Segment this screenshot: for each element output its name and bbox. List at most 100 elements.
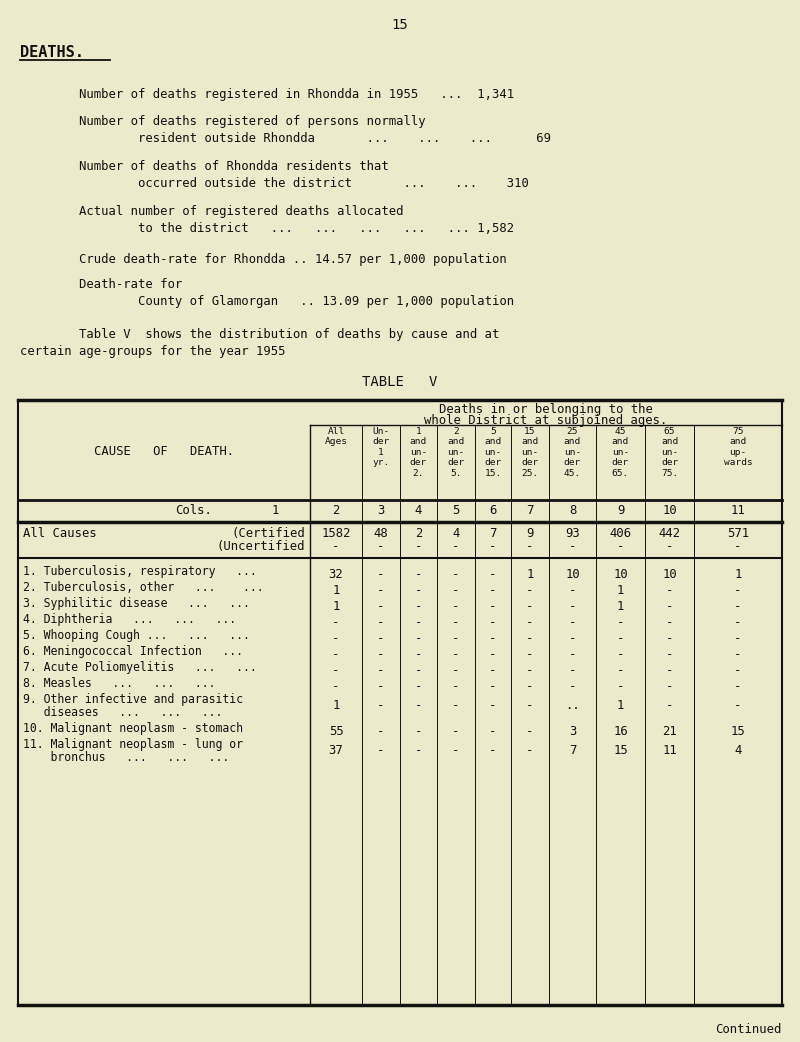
- Text: -: -: [666, 648, 673, 661]
- Text: All Causes: All Causes: [23, 527, 97, 540]
- Text: -: -: [569, 540, 576, 553]
- Text: -: -: [452, 680, 460, 693]
- Text: 406: 406: [610, 527, 631, 540]
- Text: County of Glamorgan   .. 13.09 per 1,000 population: County of Glamorgan .. 13.09 per 1,000 p…: [20, 295, 514, 308]
- Text: 21: 21: [662, 725, 677, 738]
- Text: 1582: 1582: [322, 527, 350, 540]
- Text: -: -: [666, 664, 673, 677]
- Text: -: -: [526, 632, 534, 645]
- Text: All
Ages: All Ages: [325, 427, 347, 446]
- Text: -: -: [378, 680, 385, 693]
- Text: -: -: [490, 725, 497, 738]
- Text: 1
and
un-
der
2.: 1 and un- der 2.: [410, 427, 427, 477]
- Text: 8. Measles   ...   ...   ...: 8. Measles ... ... ...: [23, 677, 215, 690]
- Text: 10: 10: [613, 568, 628, 581]
- Text: -: -: [332, 664, 340, 677]
- Text: -: -: [490, 600, 497, 613]
- Text: -: -: [490, 744, 497, 756]
- Text: -: -: [734, 600, 742, 613]
- Text: occurred outside the district       ...    ...    310: occurred outside the district ... ... 31…: [20, 177, 529, 190]
- Text: -: -: [526, 680, 534, 693]
- Text: (Uncertified: (Uncertified: [217, 540, 305, 553]
- Text: 2: 2: [332, 504, 340, 517]
- Text: 9. Other infective and parasitic: 9. Other infective and parasitic: [23, 693, 243, 706]
- Text: -: -: [452, 600, 460, 613]
- Text: -: -: [378, 616, 385, 629]
- Text: 8: 8: [569, 504, 576, 517]
- Text: 442: 442: [658, 527, 681, 540]
- Text: 10: 10: [662, 568, 677, 581]
- Text: -: -: [332, 616, 340, 629]
- Text: -: -: [569, 648, 576, 661]
- Text: -: -: [734, 680, 742, 693]
- Text: 11. Malignant neoplasm - lung or: 11. Malignant neoplasm - lung or: [23, 738, 243, 751]
- Text: 1: 1: [734, 568, 742, 581]
- Text: -: -: [452, 725, 460, 738]
- Text: -: -: [415, 600, 422, 613]
- Text: -: -: [734, 664, 742, 677]
- Text: 1: 1: [332, 584, 340, 597]
- Text: -: -: [490, 540, 497, 553]
- Text: 1: 1: [332, 699, 340, 712]
- Text: -: -: [415, 584, 422, 597]
- Text: 4: 4: [415, 504, 422, 517]
- Text: -: -: [452, 568, 460, 581]
- Text: -: -: [490, 568, 497, 581]
- Text: 1: 1: [617, 584, 624, 597]
- Text: 15
and
un-
der
25.: 15 and un- der 25.: [522, 427, 538, 477]
- Text: -: -: [452, 616, 460, 629]
- Text: -: -: [452, 540, 460, 553]
- Text: 1: 1: [526, 568, 534, 581]
- Text: Continued: Continued: [716, 1023, 782, 1036]
- Text: -: -: [378, 568, 385, 581]
- Text: -: -: [415, 744, 422, 756]
- Text: Actual number of registered deaths allocated: Actual number of registered deaths alloc…: [20, 205, 403, 218]
- Text: -: -: [378, 648, 385, 661]
- Text: -: -: [490, 616, 497, 629]
- Text: -: -: [569, 664, 576, 677]
- Text: -: -: [332, 680, 340, 693]
- Text: 6. Meningococcal Infection   ...: 6. Meningococcal Infection ...: [23, 645, 243, 658]
- Text: -: -: [490, 664, 497, 677]
- Text: 7: 7: [490, 527, 497, 540]
- Text: -: -: [415, 616, 422, 629]
- Text: 1: 1: [617, 600, 624, 613]
- Text: 5: 5: [452, 504, 460, 517]
- Text: -: -: [526, 744, 534, 756]
- Text: 11: 11: [730, 504, 746, 517]
- Text: -: -: [666, 600, 673, 613]
- Text: 5. Whooping Cough ...   ...   ...: 5. Whooping Cough ... ... ...: [23, 629, 250, 642]
- Text: resident outside Rhondda       ...    ...    ...      69: resident outside Rhondda ... ... ... 69: [20, 132, 551, 145]
- Text: DEATHS.: DEATHS.: [20, 45, 84, 60]
- Text: 1: 1: [617, 699, 624, 712]
- Text: -: -: [569, 600, 576, 613]
- Text: -: -: [378, 744, 385, 756]
- Text: -: -: [734, 616, 742, 629]
- Text: -: -: [617, 680, 624, 693]
- Text: -: -: [415, 648, 422, 661]
- Text: -: -: [415, 725, 422, 738]
- Text: -: -: [734, 699, 742, 712]
- Text: -: -: [617, 540, 624, 553]
- Text: -: -: [415, 699, 422, 712]
- Text: -: -: [569, 632, 576, 645]
- Text: -: -: [666, 699, 673, 712]
- Text: Death-rate for: Death-rate for: [20, 278, 182, 291]
- Text: -: -: [415, 632, 422, 645]
- Text: -: -: [332, 540, 340, 553]
- Text: -: -: [666, 616, 673, 629]
- Text: 2: 2: [415, 527, 422, 540]
- Text: -: -: [734, 584, 742, 597]
- Text: 2
and
un-
der
5.: 2 and un- der 5.: [447, 427, 465, 477]
- Text: 10. Malignant neoplasm - stomach: 10. Malignant neoplasm - stomach: [23, 722, 243, 735]
- Text: 55: 55: [329, 725, 343, 738]
- Text: -: -: [490, 680, 497, 693]
- Text: 15: 15: [730, 725, 746, 738]
- Text: Crude death-rate for Rhondda .. 14.57 per 1,000 population: Crude death-rate for Rhondda .. 14.57 pe…: [20, 253, 506, 266]
- Text: 4. Diphtheria   ...   ...   ...: 4. Diphtheria ... ... ...: [23, 613, 236, 626]
- Text: -: -: [378, 699, 385, 712]
- Text: 7: 7: [569, 744, 576, 756]
- Text: 75
and
up-
wards: 75 and up- wards: [724, 427, 752, 467]
- Text: 1: 1: [271, 504, 278, 517]
- Text: 32: 32: [329, 568, 343, 581]
